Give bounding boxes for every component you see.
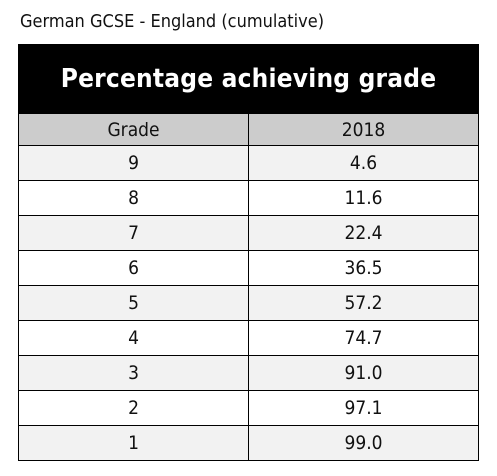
table-row: 7 22.4 <box>18 215 480 251</box>
percentage-cell: 99.0 <box>247 425 480 461</box>
column-header-grade: Grade <box>18 113 249 146</box>
grade-cell: 1 <box>18 425 249 461</box>
grade-cell: 9 <box>18 145 249 181</box>
table-row: 8 11.6 <box>18 180 480 216</box>
table-body: 9 4.6 8 11.6 7 22.4 6 36.5 5 57.2 4 74.7 3 91.0 2 97.1 1… <box>18 145 480 461</box>
table-row: 5 57.2 <box>18 285 480 321</box>
grade-cell: 3 <box>18 355 249 391</box>
percentage-cell: 74.7 <box>247 320 480 356</box>
table-row: 6 36.5 <box>18 250 480 286</box>
percentage-cell: 97.1 <box>247 390 480 426</box>
percentage-cell: 91.0 <box>247 355 480 391</box>
table-title: Percentage achieving grade <box>17 44 480 114</box>
page-caption: German GCSE - England (cumulative) <box>20 11 325 32</box>
header-row: Grade 2018 <box>18 113 480 146</box>
table-row: 1 99.0 <box>18 425 480 461</box>
percentage-cell: 36.5 <box>247 250 480 286</box>
table-row: 9 4.6 <box>18 145 480 181</box>
percentage-cell: 22.4 <box>247 215 480 251</box>
grade-cell: 5 <box>18 285 249 321</box>
table-row: 2 97.1 <box>18 390 480 426</box>
percentage-cell: 57.2 <box>247 285 480 321</box>
grade-cell: 4 <box>18 320 249 356</box>
grade-cell: 6 <box>18 250 249 286</box>
table-row: 4 74.7 <box>18 320 480 356</box>
table-row: 3 91.0 <box>18 355 480 391</box>
grade-cell: 2 <box>18 390 249 426</box>
grade-cell: 7 <box>18 215 249 251</box>
column-header-year: 2018 <box>247 113 480 146</box>
grade-cell: 8 <box>18 180 249 216</box>
percentage-cell: 4.6 <box>247 145 480 181</box>
percentage-cell: 11.6 <box>247 180 480 216</box>
